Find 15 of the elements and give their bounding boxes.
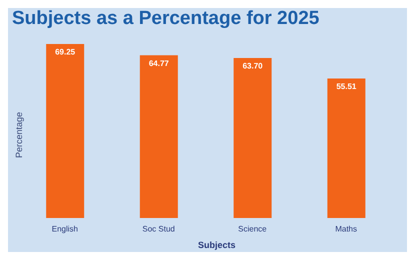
chart-title: Subjects as a Percentage for 2025: [12, 8, 320, 30]
y-axis-title: Percentage: [14, 112, 24, 158]
x-axis-title: Subjects: [198, 240, 236, 250]
bar: [140, 55, 178, 218]
x-tick-label: English: [52, 224, 78, 234]
x-tick-label: Maths: [335, 224, 358, 234]
x-tick-label: Soc Stud: [142, 224, 175, 234]
bar: [327, 78, 366, 218]
data-label: 69.25: [55, 48, 76, 57]
bar: [46, 44, 84, 218]
bar: [234, 58, 272, 218]
data-label: 55.51: [336, 82, 357, 92]
data-label: 64.77: [148, 58, 170, 68]
x-tick-label: Science: [238, 224, 268, 234]
data-label: 63.70: [242, 62, 264, 71]
